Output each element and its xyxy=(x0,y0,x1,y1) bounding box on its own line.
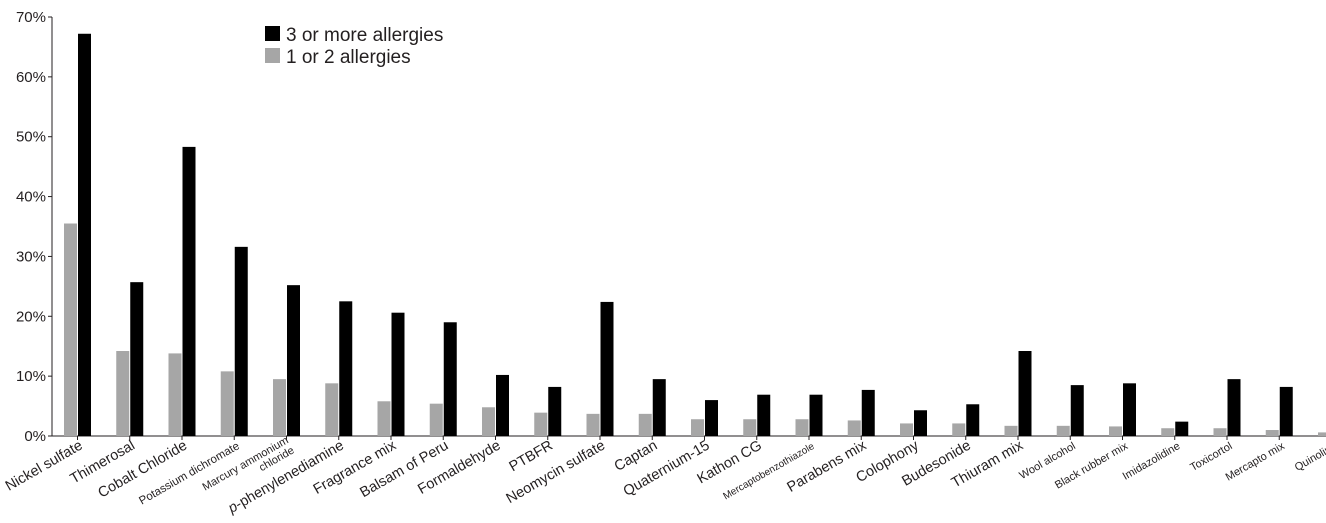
bar-1-or-2-allergies xyxy=(1109,426,1122,436)
y-tick-label: 30% xyxy=(16,248,46,265)
y-axis: 0% 10% 20% 30% 40% 50% 60% 70% xyxy=(16,9,53,445)
category-label: Parabens mix xyxy=(784,437,869,496)
legend-label: 1 or 2 allergies xyxy=(286,47,411,68)
bar-3-or-more-allergies xyxy=(1227,379,1241,436)
bar-3-or-more-allergies xyxy=(391,312,405,436)
bar-1-or-2-allergies xyxy=(482,407,495,436)
bar-3-or-more-allergies xyxy=(757,394,771,436)
y-tick-label: 20% xyxy=(16,308,46,325)
bar-1-or-2-allergies xyxy=(795,419,809,436)
y-tick-label: 60% xyxy=(16,69,46,86)
category-label: Cobalt Chloride xyxy=(95,438,190,502)
legend-swatch xyxy=(265,48,280,63)
bar-3-or-more-allergies xyxy=(1123,383,1136,436)
category-label: Balsam of Peru xyxy=(357,438,451,501)
bar-3-or-more-allergies xyxy=(496,374,509,436)
bar-1-or-2-allergies xyxy=(377,401,391,436)
bar-3-or-more-allergies xyxy=(1018,351,1032,436)
category-label: Toxicortol xyxy=(1188,440,1234,474)
bar-1-or-2-allergies xyxy=(1056,425,1070,436)
bar-1-or-2-allergies xyxy=(64,223,77,436)
bar-3-or-more-allergies xyxy=(443,322,457,436)
bar-1-or-2-allergies xyxy=(847,420,861,436)
bar-3-or-more-allergies xyxy=(861,389,875,436)
bar-1-or-2-allergies xyxy=(691,419,704,436)
bar-1-or-2-allergies xyxy=(900,423,913,436)
y-tick-label: 10% xyxy=(16,368,46,385)
bar-3-or-more-allergies xyxy=(548,386,562,436)
bar-3-or-more-allergies xyxy=(652,379,666,436)
bar-1-or-2-allergies xyxy=(429,403,443,436)
bar-1-or-2-allergies xyxy=(1004,425,1018,436)
category-label: Imidazolidine xyxy=(1121,440,1183,482)
category-label: Quinoline xyxy=(1293,440,1326,474)
bar-3-or-more-allergies xyxy=(1175,421,1189,436)
bar-1-or-2-allergies xyxy=(743,419,757,436)
bar-1-or-2-allergies xyxy=(1213,428,1227,436)
bar-1-or-2-allergies xyxy=(534,412,548,436)
bar-3-or-more-allergies xyxy=(1279,386,1293,436)
bars xyxy=(64,33,1326,436)
bar-1-or-2-allergies xyxy=(952,423,966,436)
bar-3-or-more-allergies xyxy=(182,146,196,436)
bar-1-or-2-allergies xyxy=(273,379,286,436)
bar-1-or-2-allergies xyxy=(220,371,234,436)
bar-1-or-2-allergies xyxy=(168,353,182,436)
bar-1-or-2-allergies xyxy=(586,413,600,436)
bar-3-or-more-allergies xyxy=(1070,385,1084,436)
bar-3-or-more-allergies xyxy=(914,410,927,436)
bar-3-or-more-allergies xyxy=(287,285,300,436)
bar-1-or-2-allergies xyxy=(116,351,130,436)
bar-1-or-2-allergies xyxy=(1161,428,1175,436)
bar-1-or-2-allergies xyxy=(1318,432,1326,436)
category-label: Mercapto mix xyxy=(1224,440,1288,484)
bar-1-or-2-allergies xyxy=(325,383,339,436)
y-tick-label: 70% xyxy=(16,9,46,26)
bar-3-or-more-allergies xyxy=(130,282,144,436)
category-label: Nickel sulfate xyxy=(3,438,86,495)
bar-3-or-more-allergies xyxy=(234,246,248,436)
bar-3-or-more-allergies xyxy=(809,394,823,436)
bar-3-or-more-allergies xyxy=(339,301,353,436)
bar-3-or-more-allergies xyxy=(78,33,91,436)
x-axis xyxy=(52,435,1326,440)
bar-3-or-more-allergies xyxy=(600,301,614,436)
y-tick-label: 40% xyxy=(16,189,46,206)
bar-3-or-more-allergies xyxy=(966,404,980,436)
y-tick-label: 50% xyxy=(16,129,46,146)
bar-3-or-more-allergies xyxy=(705,400,718,436)
legend-swatch xyxy=(265,26,280,41)
y-tick-label: 0% xyxy=(24,428,46,445)
bar-1-or-2-allergies xyxy=(1265,430,1279,436)
bar-1-or-2-allergies xyxy=(638,413,652,436)
legend-label: 3 or more allergies xyxy=(286,25,443,46)
